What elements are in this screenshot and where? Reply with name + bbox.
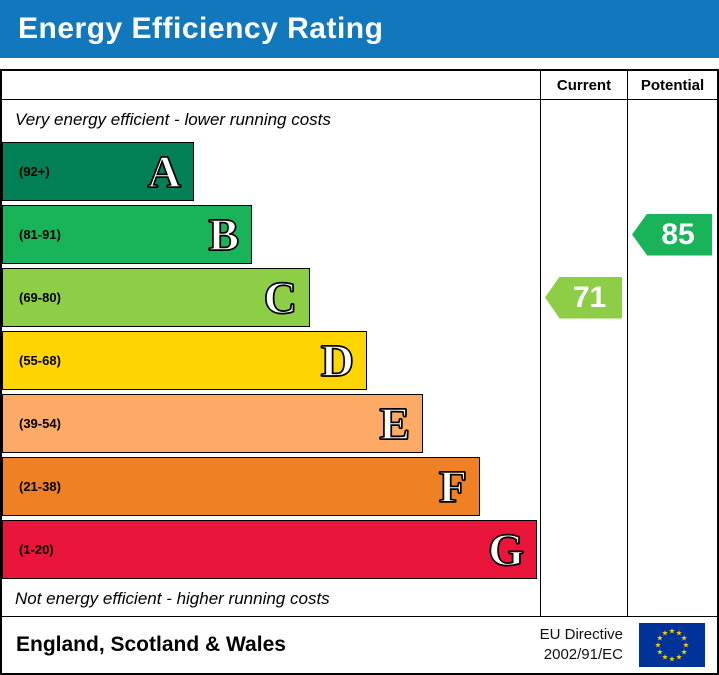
svg-text:★: ★ <box>681 634 688 643</box>
potential-column: Potential 85 <box>627 71 717 616</box>
current-rating-arrow: 71 <box>545 276 622 319</box>
eu-directive-text: EU Directive 2002/91/EC <box>540 625 623 666</box>
band-letter: A <box>147 145 182 197</box>
potential-rating-arrow: 85 <box>632 213 712 256</box>
eu-directive-line2: 2002/91/EC <box>543 646 623 663</box>
current-rating-value: 71 <box>572 280 607 314</box>
top-note: Very energy efficient - lower running co… <box>15 110 331 129</box>
band-range: (1-20) <box>19 542 54 557</box>
svg-text:★: ★ <box>669 627 676 636</box>
band-range: (39-54) <box>19 416 61 431</box>
potential-column-body: 85 <box>628 100 717 616</box>
band-bar-g: (1-20) G <box>2 520 537 579</box>
band-bar-d: (55-68) D <box>2 331 367 390</box>
band-letter: E <box>379 397 411 449</box>
svg-text:★: ★ <box>676 653 683 662</box>
band-row-a: (92+) A <box>2 140 540 203</box>
title-bar: Energy Efficiency Rating <box>0 0 719 58</box>
eu-directive-line1: EU Directive <box>539 625 623 643</box>
current-column-header: Current <box>541 71 627 100</box>
band-range: (21-38) <box>19 479 61 494</box>
band-bar-f: (21-38) F <box>2 457 480 516</box>
epc-chart: Very energy efficient - lower running co… <box>0 69 719 675</box>
potential-rating-value: 85 <box>661 217 695 251</box>
band-bar-c: (69-80) C <box>2 268 310 327</box>
band-range: (81-91) <box>19 227 61 242</box>
svg-text:★: ★ <box>662 628 669 637</box>
svg-text:★: ★ <box>669 655 676 664</box>
band-bar-a: (92+) A <box>2 142 194 201</box>
band-range: (92+) <box>19 164 50 179</box>
potential-column-header: Potential <box>628 71 717 100</box>
band-range: (69-80) <box>19 290 61 305</box>
band-range: (55-68) <box>19 353 61 368</box>
band-letter: G <box>487 523 524 575</box>
band-row-e: (39-54) E <box>2 392 540 455</box>
band-row-c: (69-80) C <box>2 266 540 329</box>
main-column-header <box>2 71 540 100</box>
svg-text:★: ★ <box>657 648 664 657</box>
band-row-g: (1-20) G <box>2 518 540 581</box>
region-label: England, Scotland & Wales <box>16 633 286 656</box>
band-row-d: (55-68) D <box>2 329 540 392</box>
band-row-b: (81-91) B <box>2 203 540 266</box>
bottom-note: Not energy efficient - higher running co… <box>15 588 330 608</box>
band-letter: C <box>263 271 298 323</box>
band-letter: D <box>320 334 355 386</box>
band-letter: B <box>208 208 240 260</box>
eu-flag-icon: ★ ★ ★ ★ ★ ★ ★ ★ ★ ★ ★ ★ <box>639 623 705 667</box>
band-bar-e: (39-54) E <box>2 394 423 453</box>
svg-text:★: ★ <box>657 634 664 643</box>
svg-text:★: ★ <box>676 628 683 637</box>
svg-text:★: ★ <box>683 641 690 650</box>
svg-text:★: ★ <box>655 641 662 650</box>
svg-text:★: ★ <box>662 653 669 662</box>
bands-column: Very energy efficient - lower running co… <box>2 71 540 616</box>
band-bar-b: (81-91) B <box>2 205 252 264</box>
footer: England, Scotland & Wales EU Directive 2… <box>2 616 717 673</box>
rating-grid: Very energy efficient - lower running co… <box>2 71 717 616</box>
page-title: Energy Efficiency Rating <box>18 12 384 45</box>
band-row-f: (21-38) F <box>2 455 540 518</box>
band-letter: F <box>438 460 468 512</box>
current-column-body: 71 <box>541 100 627 616</box>
svg-text:★: ★ <box>681 648 688 657</box>
current-column: Current 71 <box>540 71 627 616</box>
